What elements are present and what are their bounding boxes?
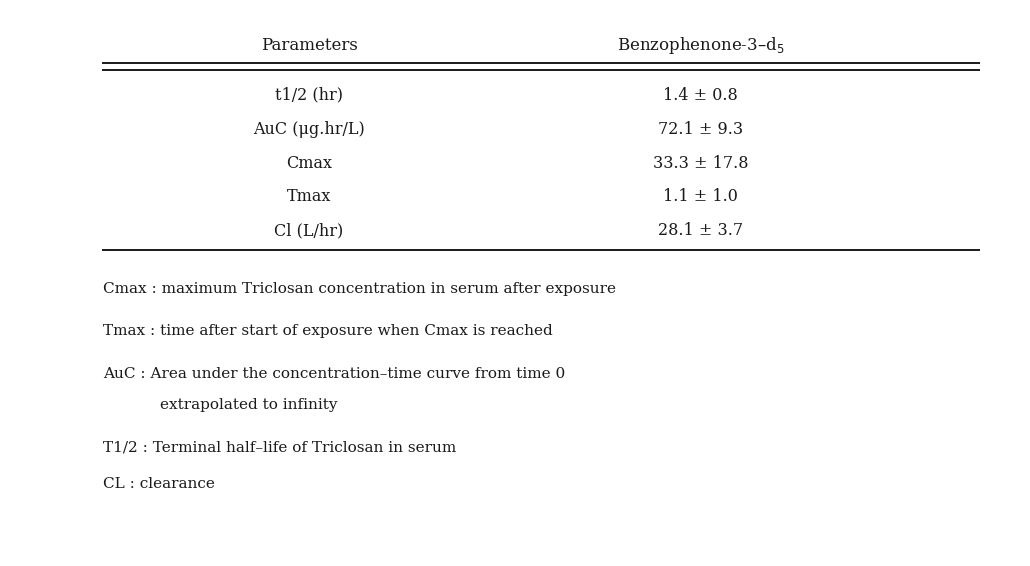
Text: Cl (L/hr): Cl (L/hr) — [274, 222, 344, 239]
Text: T1/2 : Terminal half–life of Triclosan in serum: T1/2 : Terminal half–life of Triclosan i… — [103, 440, 456, 454]
Text: extrapolated to infinity: extrapolated to infinity — [160, 398, 337, 411]
Text: 1.1 ± 1.0: 1.1 ± 1.0 — [663, 188, 737, 205]
Text: 72.1 ± 9.3: 72.1 ± 9.3 — [658, 121, 743, 138]
Text: Tmax : time after start of exposure when Cmax is reached: Tmax : time after start of exposure when… — [103, 324, 553, 338]
Text: Parameters: Parameters — [261, 37, 357, 54]
Text: 33.3 ± 17.8: 33.3 ± 17.8 — [653, 155, 748, 171]
Text: 28.1 ± 3.7: 28.1 ± 3.7 — [658, 222, 743, 239]
Text: AuC : Area under the concentration–time curve from time 0: AuC : Area under the concentration–time … — [103, 367, 565, 380]
Text: t1/2 (hr): t1/2 (hr) — [275, 87, 343, 104]
Text: 1.4 ± 0.8: 1.4 ± 0.8 — [663, 87, 737, 104]
Text: AuC (μg.hr/L): AuC (μg.hr/L) — [253, 121, 365, 138]
Text: Tmax: Tmax — [286, 188, 332, 205]
Text: CL : clearance: CL : clearance — [103, 477, 215, 491]
Text: Benzophenone‑3–d$_5$: Benzophenone‑3–d$_5$ — [617, 35, 784, 56]
Text: Cmax: Cmax — [286, 155, 332, 171]
Text: Cmax : maximum Triclosan concentration in serum after exposure: Cmax : maximum Triclosan concentration i… — [103, 282, 616, 295]
